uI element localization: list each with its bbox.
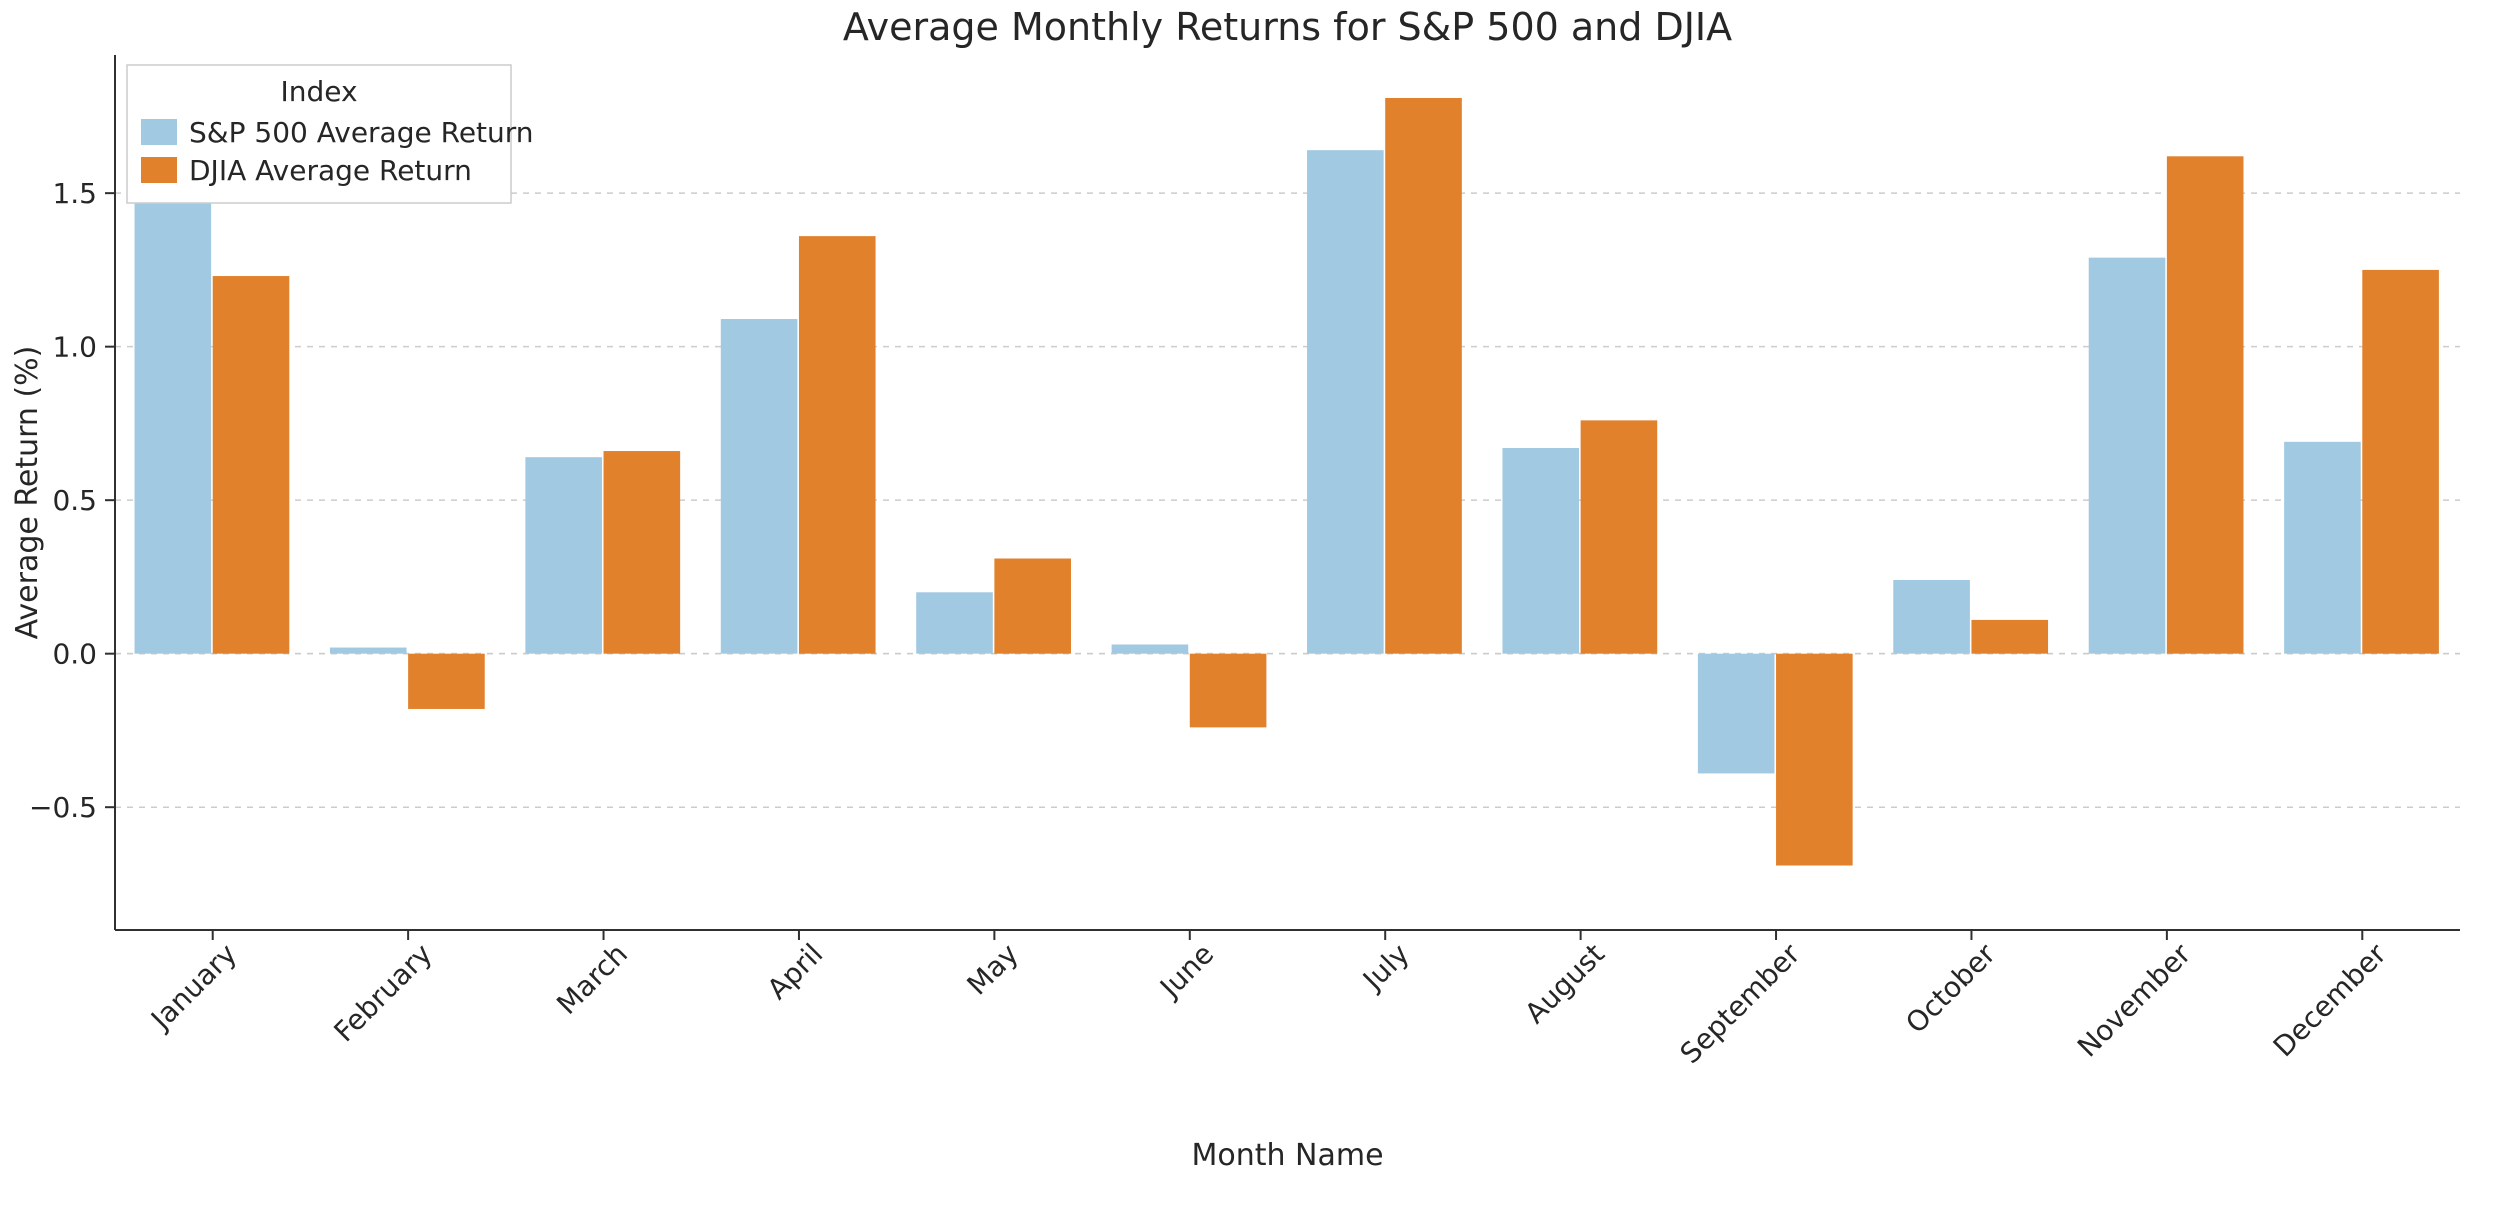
legend-label: S&P 500 Average Return bbox=[189, 116, 534, 149]
legend-swatch bbox=[141, 119, 177, 145]
chart-container: −0.50.00.51.01.5JanuaryFebruaryMarchApri… bbox=[0, 0, 2500, 1222]
bar bbox=[1971, 620, 2048, 654]
bar bbox=[1502, 448, 1579, 654]
x-axis-label: Month Name bbox=[1191, 1138, 1383, 1173]
y-axis-label: Average Return (%) bbox=[10, 346, 45, 640]
bar bbox=[408, 654, 485, 709]
bar bbox=[330, 648, 407, 654]
y-tick-label: 0.0 bbox=[52, 638, 97, 671]
bar bbox=[2167, 156, 2244, 653]
bar bbox=[1112, 644, 1189, 653]
y-tick-label: 0.5 bbox=[52, 484, 97, 517]
bar bbox=[721, 319, 798, 654]
chart-svg: −0.50.00.51.01.5JanuaryFebruaryMarchApri… bbox=[0, 0, 2500, 1222]
y-tick-label: 1.5 bbox=[52, 177, 97, 210]
bar bbox=[1698, 654, 1775, 774]
bar bbox=[604, 451, 681, 654]
bar bbox=[1581, 420, 1658, 653]
y-tick-label: 1.0 bbox=[52, 331, 97, 364]
y-tick-label: −0.5 bbox=[29, 791, 97, 824]
bar bbox=[1776, 654, 1853, 866]
bar bbox=[1190, 654, 1267, 728]
bar bbox=[1307, 150, 1384, 654]
bar bbox=[916, 592, 993, 653]
bar bbox=[135, 199, 212, 653]
bar bbox=[213, 276, 290, 654]
legend-title: Index bbox=[280, 75, 357, 108]
bar bbox=[1385, 98, 1462, 654]
chart-title: Average Monthly Returns for S&P 500 and … bbox=[843, 5, 1732, 49]
bar bbox=[525, 457, 602, 653]
bar bbox=[2284, 442, 2361, 654]
legend-swatch bbox=[141, 157, 177, 183]
bar bbox=[2362, 270, 2439, 654]
bar bbox=[1893, 580, 1970, 654]
bar bbox=[799, 236, 876, 654]
bar bbox=[994, 559, 1071, 654]
legend-label: DJIA Average Return bbox=[189, 154, 472, 187]
bar bbox=[2089, 258, 2166, 654]
